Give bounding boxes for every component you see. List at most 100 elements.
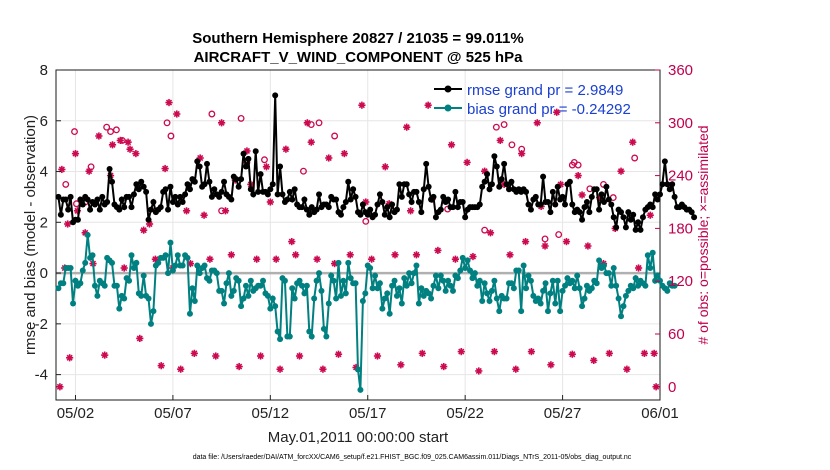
y2-tick-label: 60: [668, 326, 685, 343]
bias-point: [133, 259, 140, 266]
rmse-point: [596, 206, 603, 213]
bias-point: [316, 270, 323, 277]
obs-assimilated-marker: [373, 352, 382, 360]
obs-assimilated-marker: [496, 136, 504, 144]
rmse-point: [140, 183, 147, 190]
bias-point: [257, 282, 264, 289]
bias-point: [600, 262, 607, 269]
bias-point: [138, 292, 145, 299]
y-tick-label: -2: [35, 316, 48, 333]
obs-possible-marker: [508, 141, 516, 149]
bias-point: [369, 285, 376, 292]
rmse-point: [610, 214, 617, 221]
asterisk-stroke: [200, 212, 208, 219]
rmse-point: [486, 186, 493, 193]
obs-assimilated-marker: [95, 132, 103, 140]
rmse-point: [525, 201, 532, 208]
rmse-point: [235, 183, 242, 190]
bias-point: [632, 275, 639, 282]
asterisk-stroke: [578, 191, 586, 199]
obs-possible-marker: [167, 132, 175, 140]
obs-assimilated-marker: [235, 362, 243, 371]
asterisk-stroke: [629, 139, 636, 146]
bias-point: [440, 277, 447, 284]
bias-point: [393, 292, 400, 299]
rmse-point: [493, 163, 500, 170]
asterisk-stroke: [117, 137, 124, 144]
rmse-point: [652, 191, 659, 198]
obs-assimilated-marker: [574, 172, 582, 180]
rmse-point: [274, 191, 281, 198]
rmse-point: [639, 214, 646, 221]
obs-possible-marker: [555, 231, 563, 239]
rmse-point: [598, 191, 605, 198]
obs-assimilated-marker: [295, 352, 304, 360]
obs-assimilated-marker: [334, 350, 343, 358]
bias-point: [520, 262, 527, 269]
y2-tick-label: 360: [668, 62, 693, 79]
bias-point: [596, 257, 603, 264]
rmse-point: [549, 188, 556, 195]
axis-ticks: -4 -2 0 2 4 6 8 0 60 120 180 240 300 360 05/02 05/07 05/…: [35, 62, 693, 422]
asterisk-stroke: [464, 159, 471, 166]
obs-assimilated-marker: [190, 349, 198, 357]
bias-point: [184, 254, 191, 261]
rmse-point: [184, 181, 191, 188]
rmse-point: [228, 196, 235, 203]
rmse-point: [527, 206, 534, 213]
asterisk-stroke: [553, 109, 560, 116]
rmse-point: [145, 216, 152, 223]
bias-point: [605, 270, 612, 277]
obs-assimilated-marker: [126, 145, 134, 153]
rmse-point: [316, 191, 323, 198]
obs-assimilated-marker: [407, 207, 415, 215]
obs-assimilated-marker: [412, 251, 421, 259]
obs-assimilated-marker: [66, 354, 74, 362]
bias-point: [145, 295, 152, 302]
obs-assimilated-marker: [173, 110, 181, 118]
rmse-point: [238, 176, 245, 183]
bias-point: [476, 277, 483, 284]
obs-assimilated-marker: [650, 349, 658, 357]
obs-possible-marker: [107, 128, 115, 136]
bias-point: [274, 328, 281, 335]
bias-point: [342, 290, 349, 297]
bias-point: [121, 295, 128, 302]
y-tick-label: 6: [40, 113, 48, 130]
rmse-point: [342, 199, 349, 205]
rmse-point: [449, 204, 456, 211]
y2-tick-label: 120: [668, 273, 693, 290]
legend-bias-label: bias grand pr = -0.24292: [467, 101, 631, 118]
rmse-point: [488, 181, 495, 188]
asterisk-stroke: [212, 352, 219, 360]
bias-point: [496, 308, 503, 315]
rmse-point: [74, 216, 81, 223]
data-file-footer: data file: /Users/raeder/DAI/ATM_forcXX/…: [193, 454, 632, 461]
asterisk-stroke: [325, 154, 332, 162]
bias-point: [165, 270, 172, 277]
rmse-point: [62, 196, 69, 203]
rmse-point: [347, 196, 354, 203]
asterisk-stroke: [506, 251, 514, 258]
bias-point: [55, 285, 62, 292]
obs-assimilated-marker: [623, 365, 631, 373]
asterisk-stroke: [347, 251, 354, 258]
rmse-point: [581, 204, 588, 211]
rmse-point: [247, 186, 254, 193]
legend: rmse grand pr = 2.9849 bias grand pr = -…: [434, 82, 631, 118]
obs-assimilated-marker: [584, 242, 592, 250]
bias-point: [223, 280, 230, 287]
obs-assimilated-marker: [486, 229, 495, 237]
rmse-point: [333, 196, 340, 203]
bias-point: [323, 333, 330, 340]
rmse-point: [454, 204, 461, 211]
bias-point: [535, 295, 542, 302]
rmse-point: [65, 206, 72, 213]
rmse-point: [172, 193, 179, 200]
rmse-point: [211, 186, 218, 193]
bias-point: [272, 303, 279, 310]
rmse-point: [357, 211, 364, 218]
rmse-point: [252, 148, 259, 155]
rmse-point: [384, 204, 391, 211]
asterisk-stroke: [487, 229, 494, 236]
